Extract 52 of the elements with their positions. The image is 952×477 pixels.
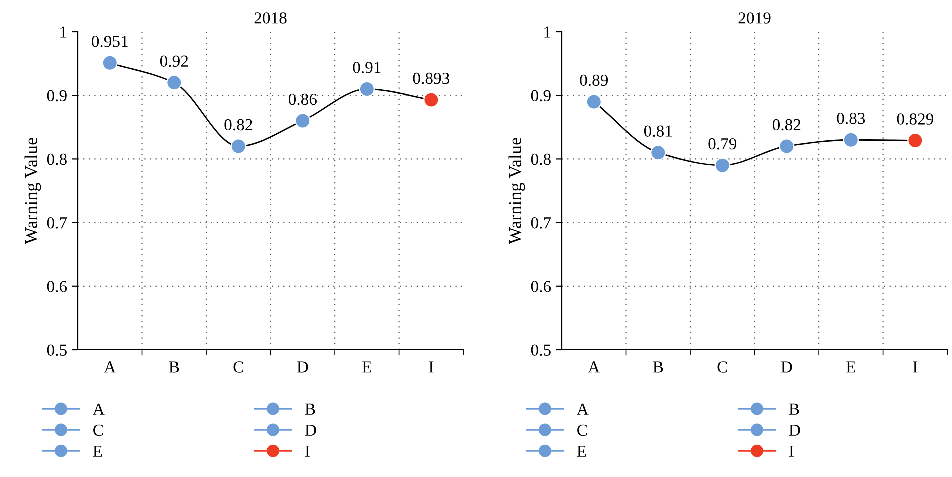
x-tick-label: A: [588, 362, 600, 373]
data-label: 0.86: [288, 94, 317, 106]
data-label: 0.82: [224, 119, 252, 131]
x-tick-label: A: [104, 362, 116, 373]
y-tick-label: 0.5: [47, 344, 67, 356]
chart-title: 2018: [254, 12, 287, 24]
data-label: 0.829: [897, 114, 934, 125]
data-label: 0.92: [160, 56, 188, 68]
legend-label: A: [577, 404, 589, 415]
y-tick-label: 0.9: [47, 90, 67, 102]
legend-label: E: [93, 446, 102, 457]
legend-label: D: [305, 424, 316, 436]
legend-label: B: [789, 404, 800, 415]
legend-label: E: [577, 446, 586, 457]
x-tick-label: C: [718, 362, 728, 373]
data-label: 0.893: [413, 72, 450, 84]
y-tick-label: 0.6: [47, 281, 68, 292]
y-axis-title: Warning Value: [508, 138, 526, 244]
legend-label: I: [790, 446, 794, 457]
x-tick-label: I: [913, 362, 918, 373]
legend-label: I: [306, 446, 310, 457]
y-tick-label: 0.8: [531, 154, 551, 166]
x-tick-label: B: [653, 362, 664, 373]
legend-label: C: [94, 424, 104, 436]
chart-title: 2019: [738, 12, 771, 24]
data-label: 0.81: [644, 126, 672, 138]
x-tick-label: I: [429, 362, 434, 373]
x-tick-label: D: [297, 362, 308, 373]
y-tick-label: 1: [60, 26, 67, 38]
x-tick-label: B: [169, 362, 180, 373]
y-tick-label: 0.5: [531, 344, 551, 356]
y-tick-label: 1: [544, 26, 551, 38]
legend-label: B: [305, 404, 316, 415]
y-tick-label: 0.8: [47, 154, 67, 166]
data-label: 0.89: [580, 74, 608, 86]
data-label: 0.79: [708, 138, 737, 150]
x-tick-label: D: [781, 362, 792, 373]
y-tick-label: 0.6: [531, 281, 552, 292]
legend-label: D: [789, 424, 800, 436]
x-tick-label: C: [234, 362, 244, 373]
data-label: 0.951: [92, 36, 128, 48]
y-axis-title: Warning Value: [24, 138, 42, 244]
x-tick-label: E: [846, 362, 856, 373]
data-label: 0.83: [837, 112, 866, 124]
data-label: 0.82: [772, 119, 801, 131]
legend-label: C: [578, 424, 588, 436]
data-label: 0.91: [353, 62, 381, 74]
legend-label: A: [93, 404, 105, 415]
x-tick-label: E: [362, 362, 372, 373]
y-tick-label: 0.9: [531, 90, 551, 102]
y-tick-label: 0.7: [531, 218, 552, 229]
y-tick-label: 0.7: [47, 218, 68, 229]
